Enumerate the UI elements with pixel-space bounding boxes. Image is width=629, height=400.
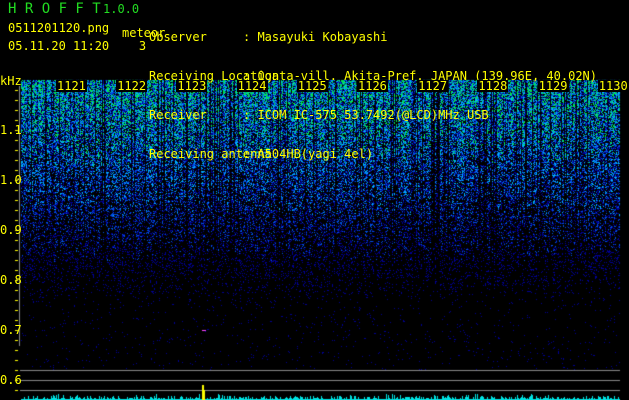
- y-tick-label: 0.7: [0, 323, 22, 337]
- filename: 0511201120.png: [8, 21, 110, 35]
- y-tick-label: 1.0: [0, 173, 22, 187]
- meteor-label: meteor: [122, 26, 166, 40]
- info-value: : ICOM IC-575 53.7492(@LCD)MHz USB: [243, 108, 489, 122]
- meteor-count: 3: [138, 39, 147, 53]
- x-tick-label: 1125: [296, 79, 328, 93]
- info-row-location: Receiving Location: Ogata-vill. Akita-Pr…: [149, 70, 597, 83]
- app-name: H R O F F T: [8, 1, 101, 17]
- y-tick-label: 0.8: [0, 273, 22, 287]
- x-tick-label: 1127: [417, 79, 449, 93]
- y-tick-label: 1.1: [0, 123, 22, 137]
- x-tick-label: 1129: [537, 79, 569, 93]
- app-version: 1.0.0: [103, 2, 140, 16]
- info-list: Observer : Masayuki Kobayashi Receiving L…: [149, 5, 597, 174]
- x-tick-label: 1123: [176, 79, 208, 93]
- y-axis-unit: kHz: [0, 74, 22, 88]
- info-value: : Masayuki Kobayashi: [243, 30, 388, 44]
- info-value: : Ogata-vill. Akita-Pref. JAPAN (139.96E…: [243, 69, 598, 83]
- info-label: Receiver: [149, 108, 207, 122]
- info-label: Observer: [149, 30, 207, 44]
- info-row-antenna: Receiving antenna: A504HB(yagi 4el): [149, 148, 597, 161]
- info-row-observer: Observer : Masayuki Kobayashi: [149, 31, 597, 44]
- x-tick-label: 1130: [597, 79, 629, 93]
- y-tick-label: 0.6: [0, 373, 22, 387]
- x-tick-label: 1121: [56, 79, 87, 93]
- x-tick-label: 1122: [116, 79, 148, 93]
- info-label: Receiving antenna: [149, 147, 272, 161]
- datetime: 05.11.20 11:20: [8, 39, 110, 53]
- y-tick-label: 0.9: [0, 223, 22, 237]
- x-tick-label: 1124: [236, 79, 268, 93]
- x-tick-label: 1128: [477, 79, 509, 93]
- info-value: : A504HB(yagi 4el): [243, 147, 374, 161]
- x-tick-label: 1126: [357, 79, 388, 93]
- info-row-receiver: Receiver : ICOM IC-575 53.7492(@LCD)MHz U…: [149, 109, 597, 122]
